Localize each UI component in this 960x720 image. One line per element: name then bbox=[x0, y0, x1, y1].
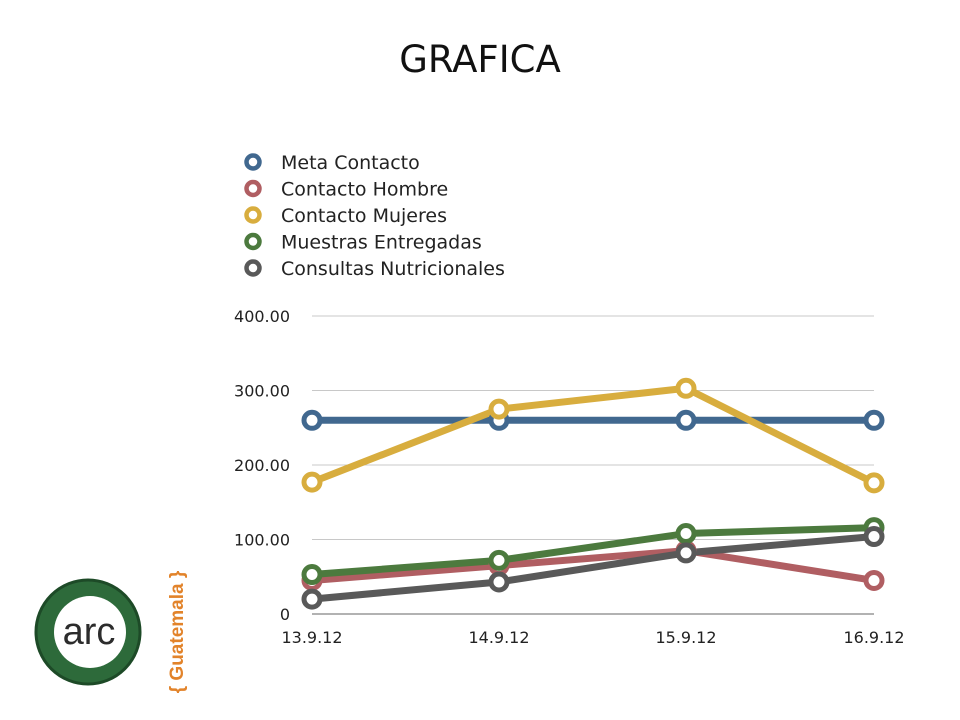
chart-gridlines bbox=[312, 315, 874, 615]
chart-series bbox=[301, 377, 885, 610]
legend-entry: Muestras Entregadas bbox=[281, 232, 482, 254]
legend-marker bbox=[244, 153, 262, 171]
arc-guatemala-logo: arc { Guatemala } bbox=[34, 570, 188, 693]
series-point bbox=[301, 588, 323, 610]
series-line bbox=[308, 547, 878, 584]
series-point bbox=[488, 549, 510, 571]
series-point bbox=[675, 409, 697, 431]
series-point bbox=[301, 564, 323, 586]
series-line bbox=[308, 384, 878, 487]
slide-title: GRAFICA bbox=[399, 38, 561, 81]
series-point bbox=[675, 523, 697, 545]
series-point bbox=[488, 571, 510, 593]
chart-legend: Meta Contacto Contacto Hombre Contacto Muj… bbox=[244, 152, 505, 280]
y-tick-label: 200.00 bbox=[234, 456, 290, 475]
legend-entry: Consultas Nutricionales bbox=[281, 258, 505, 280]
series-point bbox=[863, 569, 885, 591]
legend-marker bbox=[244, 206, 262, 224]
y-tick-label: 400.00 bbox=[234, 307, 290, 326]
series-point bbox=[863, 409, 885, 431]
series-line bbox=[308, 533, 878, 603]
legend-entry: Meta Contacto bbox=[281, 152, 420, 174]
y-tick-label: 0 bbox=[280, 605, 290, 624]
series-point bbox=[863, 526, 885, 548]
series-point bbox=[863, 472, 885, 494]
logo-ring-shade bbox=[34, 578, 142, 686]
legend-entry: Contacto Mujeres bbox=[281, 205, 447, 227]
y-tick-label: 100.00 bbox=[234, 531, 290, 550]
logo-text: arc bbox=[63, 611, 116, 653]
legend-marker bbox=[244, 179, 262, 198]
x-tick-label: 16.9.12 bbox=[843, 628, 904, 647]
series-point bbox=[675, 542, 697, 564]
legend-marker bbox=[244, 259, 262, 277]
series-line bbox=[308, 524, 878, 579]
series-point bbox=[488, 398, 510, 420]
logo-ring-inner bbox=[54, 596, 126, 668]
x-tick-label: 15.9.12 bbox=[655, 628, 716, 647]
y-tick-label: 300.00 bbox=[234, 382, 290, 401]
series-point bbox=[675, 377, 697, 399]
x-tick-label: 14.9.12 bbox=[468, 628, 529, 647]
x-tick-label: 13.9.12 bbox=[281, 628, 342, 647]
legend-marker bbox=[244, 232, 262, 251]
logo-country: { Guatemala } bbox=[167, 570, 188, 693]
legend-entry: Contacto Hombre bbox=[281, 179, 448, 201]
series-point bbox=[301, 471, 323, 493]
series-point bbox=[301, 409, 323, 431]
chart-axes: 0 100.00 200.00 300.00 400.00 13.9.12 14.9.12 1… bbox=[234, 307, 905, 647]
